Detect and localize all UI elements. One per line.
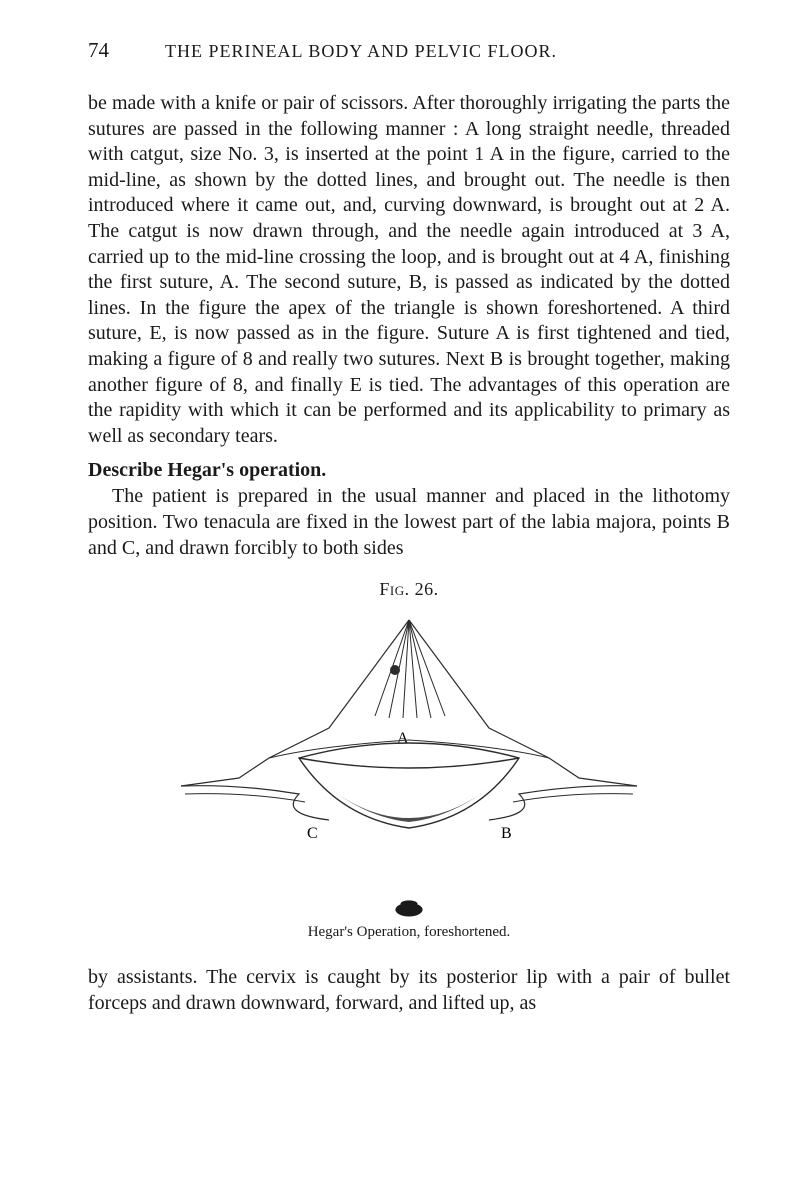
paragraph-3: by assistants. The cervix is caught by i… xyxy=(88,965,730,1016)
paragraph-1: be made with a knife or pair of scissors… xyxy=(88,91,730,449)
subheading-hegar: Describe Hegar's operation. xyxy=(88,459,730,482)
paragraph-2: The patient is prepared in the usual man… xyxy=(88,484,730,561)
figure-label-c: C xyxy=(307,825,318,842)
figure-caption: Hegar's Operation, foreshortened. xyxy=(88,924,730,941)
figure-label: Fig. 26. xyxy=(88,579,730,600)
running-title: THE PERINEAL BODY AND PELVIC FLOOR. xyxy=(165,41,557,62)
figure-26: A C B xyxy=(179,608,639,878)
page-number: 74 xyxy=(88,38,109,63)
figure-label-b: B xyxy=(501,825,512,842)
page: 74 THE PERINEAL BODY AND PELVIC FLOOR. b… xyxy=(0,0,800,1066)
page-header: 74 THE PERINEAL BODY AND PELVIC FLOOR. xyxy=(88,38,730,63)
decorative-blob-icon xyxy=(392,898,426,918)
